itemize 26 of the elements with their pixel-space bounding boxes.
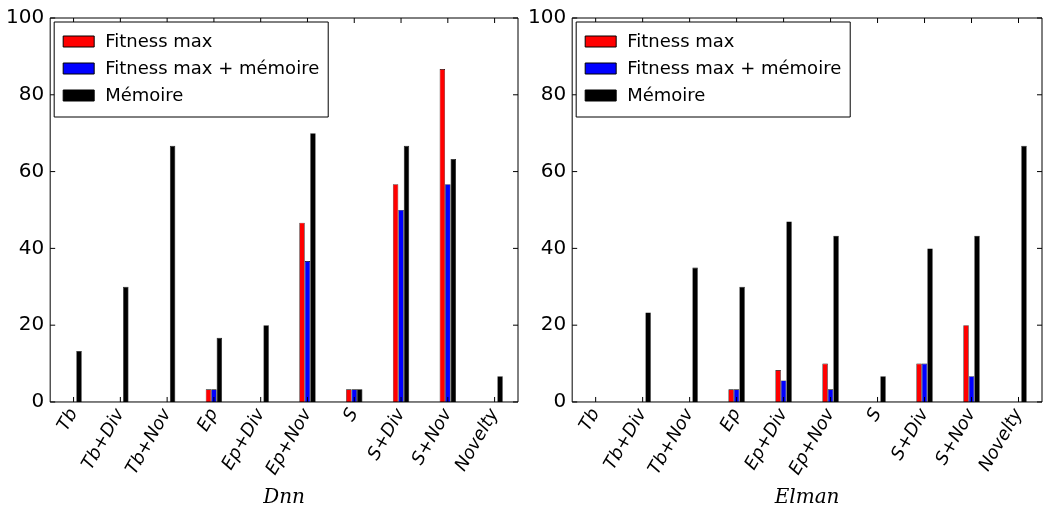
legend-label: Mémoire <box>627 83 706 105</box>
legend-label: Mémoire <box>105 83 184 105</box>
y-tick-label: 40 <box>540 234 567 259</box>
legend-label: Fitness max + mémoire <box>627 56 842 78</box>
y-tick-label: 80 <box>540 81 567 105</box>
x-axis-title: Dnn <box>262 484 305 509</box>
x-tick-label: Tb <box>573 404 604 435</box>
y-tick-label: 60 <box>18 157 45 182</box>
legend-label: Fitness max <box>627 29 735 51</box>
y-tick-label: 100 <box>527 4 567 29</box>
y-tick-label: 20 <box>18 311 45 336</box>
legend-label: Fitness max <box>105 29 213 51</box>
x-tick-label: Ep <box>191 404 222 435</box>
y-tick-label: 20 <box>540 311 567 336</box>
y-tick-label: 60 <box>540 157 567 182</box>
y-tick-label: 0 <box>31 388 45 413</box>
legend-label: Fitness max + mémoire <box>105 56 320 78</box>
y-tick-label: 80 <box>18 81 45 105</box>
y-tick-label: 0 <box>553 388 567 413</box>
x-tick-label: Tb <box>51 404 82 435</box>
x-tick-label: Ep <box>714 404 745 435</box>
x-axis-title: Elman <box>773 484 840 509</box>
x-tick-label: S <box>861 404 886 425</box>
y-tick-label: 100 <box>5 4 45 29</box>
y-tick-label: 40 <box>18 234 45 259</box>
x-tick-label: S <box>337 404 362 425</box>
